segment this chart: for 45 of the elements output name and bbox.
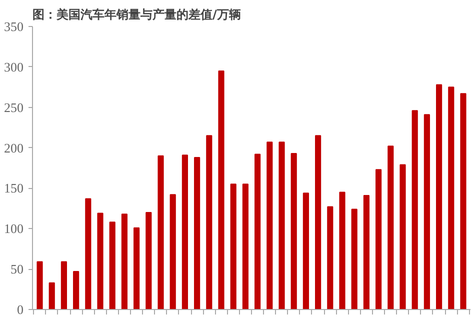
- bar: [182, 154, 188, 310]
- y-tick-label: 150: [4, 180, 24, 196]
- bar: [400, 164, 406, 310]
- bar: [315, 135, 322, 310]
- bar: [146, 212, 152, 310]
- bar: [85, 198, 92, 310]
- bar: [218, 70, 224, 310]
- y-tick-label: 300: [4, 59, 24, 74]
- bar: [97, 212, 104, 310]
- bar: [278, 142, 285, 310]
- bar: [302, 192, 309, 310]
- bar: [60, 261, 67, 310]
- bar: [363, 194, 370, 310]
- bar: [254, 154, 261, 310]
- bar: [290, 152, 297, 310]
- bar: [134, 227, 140, 310]
- bar: [388, 146, 394, 310]
- y-tick-label: 200: [4, 140, 24, 156]
- bar: [436, 84, 442, 310]
- bar: [109, 222, 116, 310]
- bar: [448, 86, 454, 310]
- bar: [194, 156, 200, 310]
- y-tick-label: 50: [10, 262, 24, 277]
- bar: [36, 261, 43, 310]
- bar: [460, 93, 466, 310]
- bar: [376, 169, 382, 310]
- bar: [339, 192, 346, 310]
- bar: [121, 214, 128, 310]
- bar: [206, 135, 212, 310]
- chart-title: 图：美国汽车年销量与产量的差值/万辆: [32, 8, 241, 22]
- bar: [242, 184, 248, 310]
- bar: [351, 208, 358, 310]
- y-tick-label: 350: [4, 19, 24, 34]
- bar: [424, 114, 430, 310]
- bar: [412, 110, 418, 310]
- y-tick-label: 250: [4, 100, 24, 115]
- bar: [230, 184, 236, 310]
- bar: [266, 142, 273, 310]
- y-tick-label: 0: [17, 302, 24, 317]
- bar: [73, 270, 80, 310]
- y-tick-label: 100: [4, 221, 24, 236]
- bar: [327, 206, 334, 310]
- bar: [48, 282, 55, 310]
- bar: [158, 155, 164, 310]
- bar: [170, 194, 176, 310]
